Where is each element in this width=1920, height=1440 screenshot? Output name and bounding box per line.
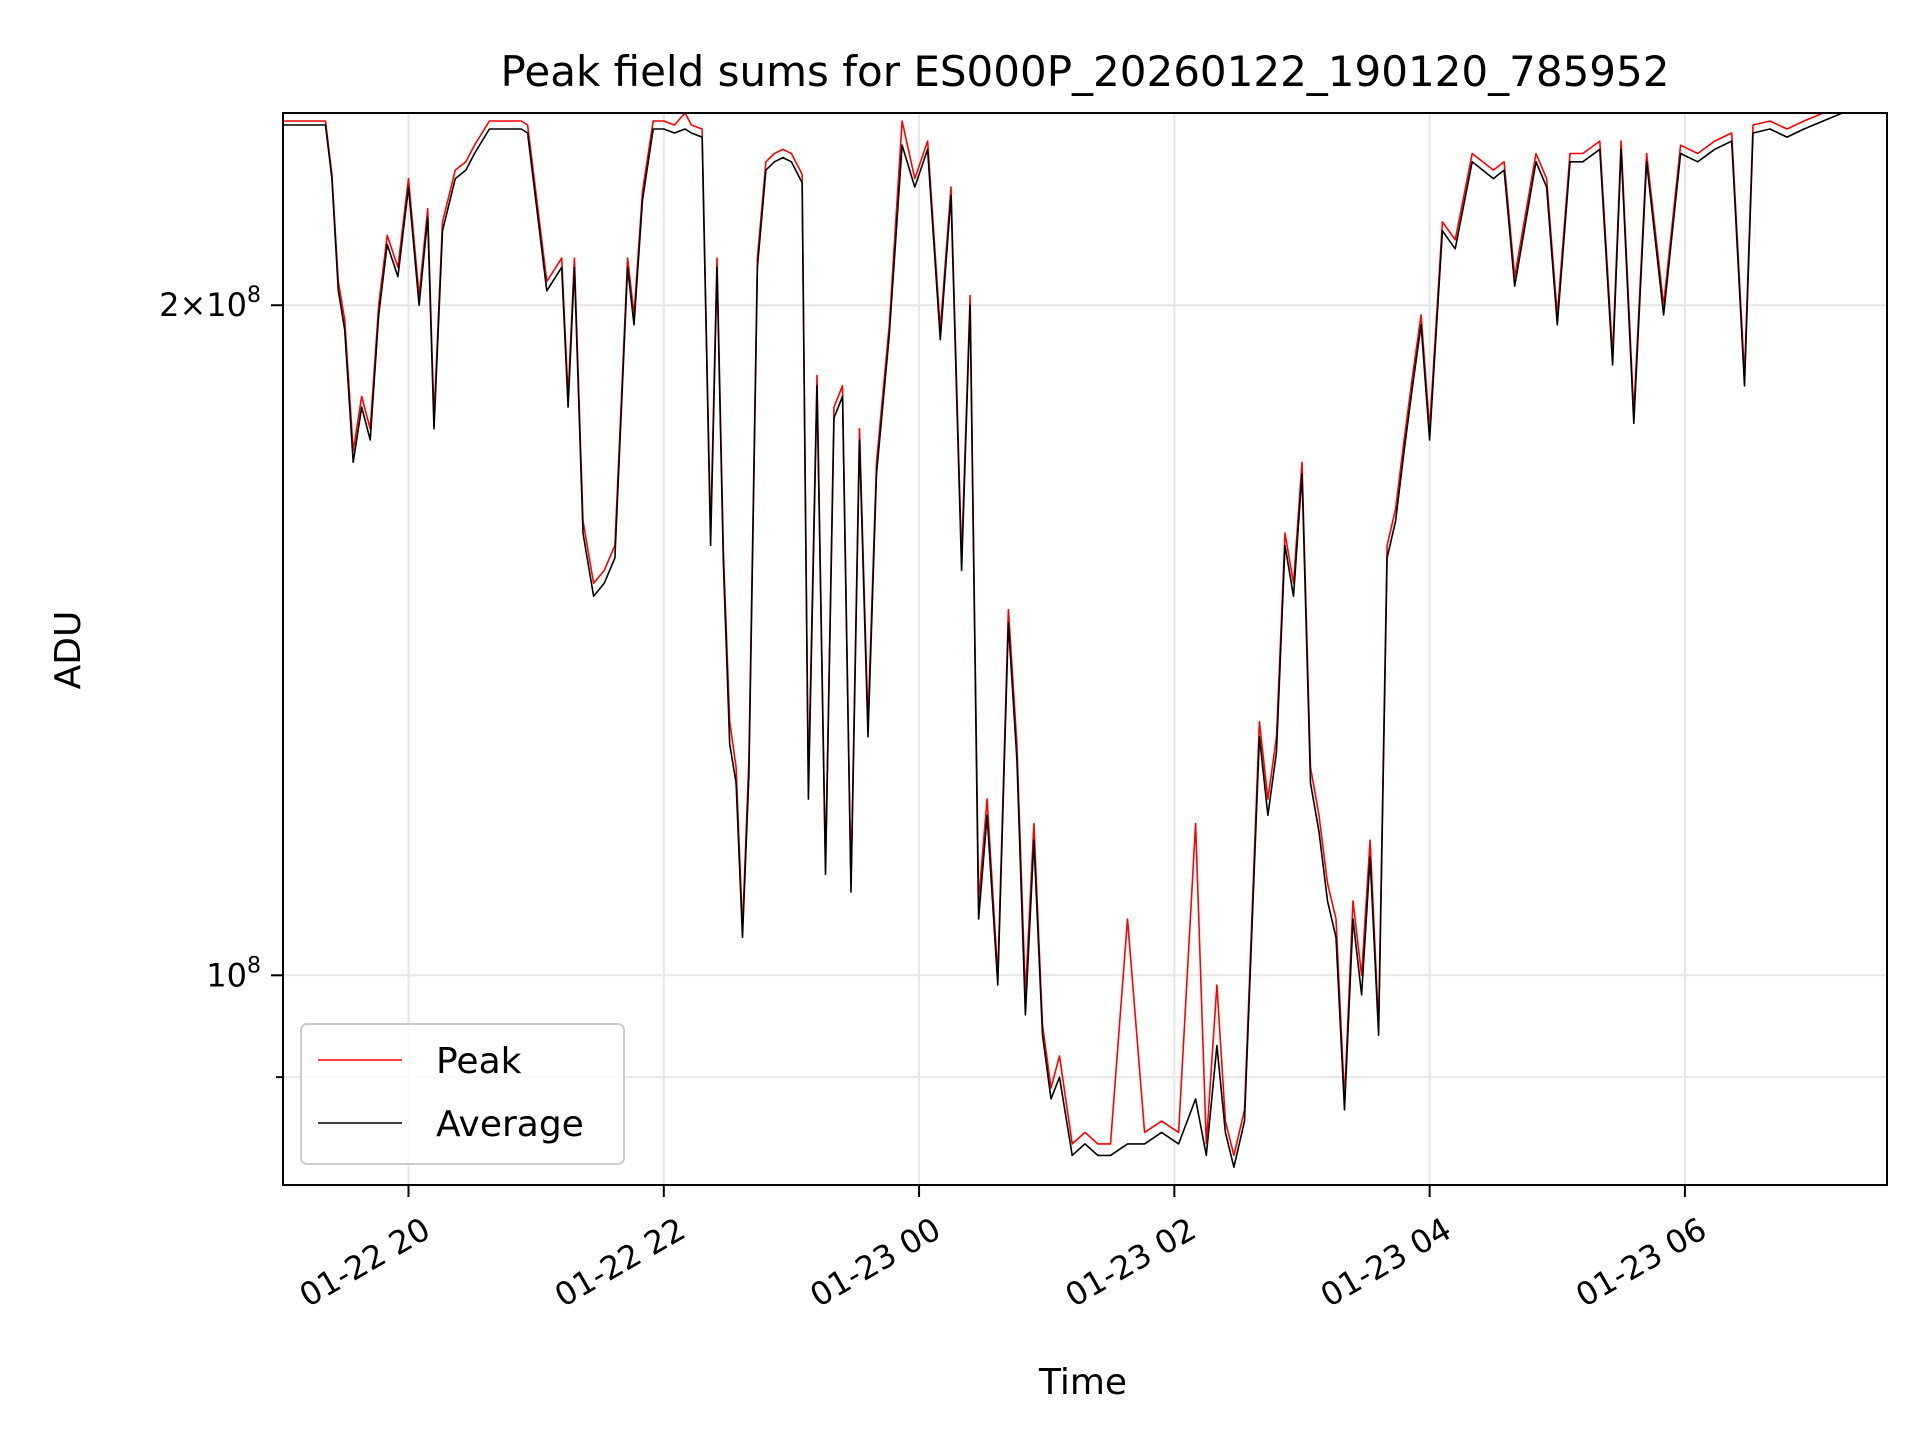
x-tick-label: 01-23 02 [1059, 1210, 1203, 1315]
legend-label-peak: Peak [436, 1041, 522, 1082]
chart-title: Peak field sums for ES000P_20260122_1901… [501, 47, 1670, 96]
series-line-peak [283, 112, 1843, 1157]
x-axis: 01-22 20 01-22 22 01-23 00 01-23 02 01-23 04… [293, 1185, 1713, 1315]
x-tick-label: 01-23 00 [803, 1210, 947, 1315]
x-tick-label: 01-23 06 [1569, 1210, 1713, 1315]
grid [283, 113, 1887, 1185]
x-tick-label: 01-22 20 [293, 1210, 437, 1315]
x-tick-label: 01-22 22 [548, 1210, 692, 1315]
y-axis: 108 2×108 [159, 283, 283, 1079]
legend-label-average: Average [436, 1104, 584, 1145]
plot-frame [282, 112, 1888, 1186]
y-tick-label: 2×108 [159, 283, 261, 324]
series-layer [283, 112, 1843, 1168]
legend-box [300, 1023, 625, 1165]
y-axis-label: ADU [48, 611, 89, 690]
legend: Peak Average [300, 1023, 625, 1165]
x-axis-label: Time [1038, 1362, 1127, 1403]
x-tick-label: 01-23 04 [1314, 1210, 1458, 1315]
series-line-average [283, 112, 1843, 1168]
y-tick-label: 108 [206, 953, 261, 994]
